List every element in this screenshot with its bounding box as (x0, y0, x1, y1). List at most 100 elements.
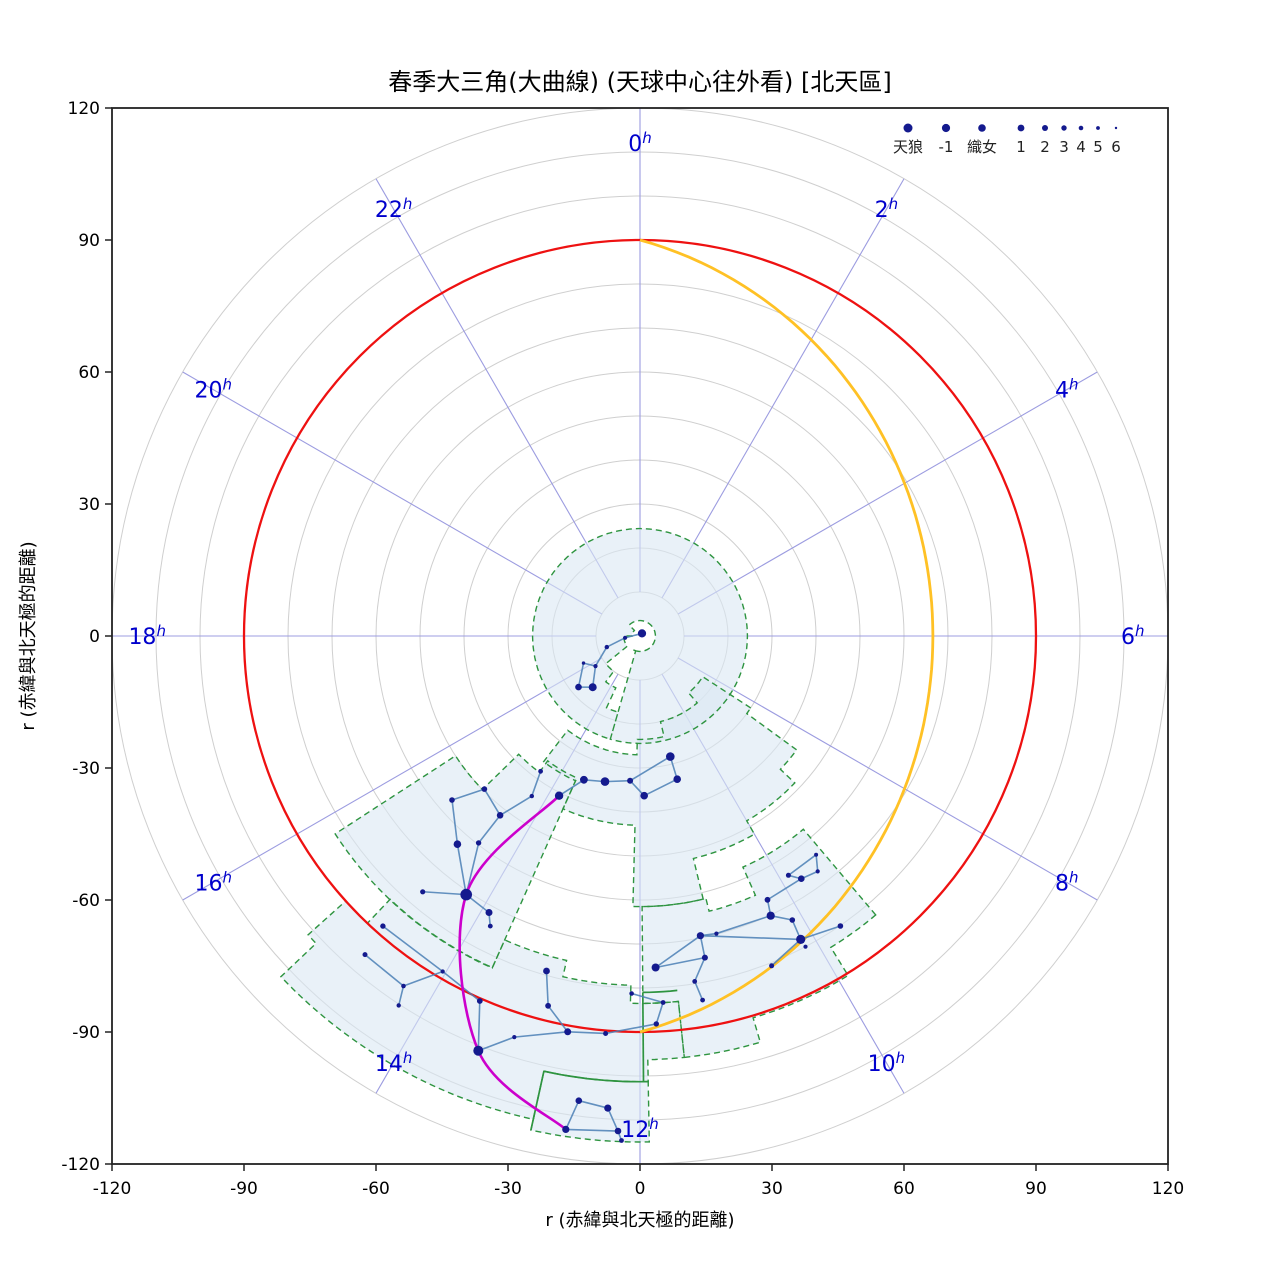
star-UMa-meg (627, 778, 633, 784)
star-Leo-gam (767, 912, 775, 920)
legend-dot-5 (1061, 125, 1066, 130)
star-Leo-sig (700, 998, 705, 1003)
star-Leo-iot (692, 979, 697, 984)
star-Vir-mu (363, 952, 368, 957)
star-Boo-eta (486, 909, 493, 916)
star-Boo-rho (476, 840, 481, 845)
x-tick-label: 60 (893, 1179, 915, 1199)
solid-border-0 (643, 992, 644, 1081)
x-tick-label: 0 (635, 1179, 646, 1199)
x-tick-label: -60 (362, 1179, 390, 1199)
star-Boo-arc (460, 889, 472, 901)
star-Leo-reg (796, 935, 805, 944)
star-Leo-s31 (803, 945, 807, 949)
star-Boo-eps (454, 840, 462, 848)
star-UMa-ali (601, 777, 610, 786)
y-tick-label: -90 (72, 1023, 100, 1043)
y-tick-label: -60 (72, 891, 100, 911)
legend-label-0: 天狼 (893, 138, 923, 156)
star-Vir-v109 (380, 923, 385, 928)
star-Vir-iot (401, 984, 406, 989)
legend-label-6: 4 (1076, 138, 1086, 156)
star-Boo-bet (482, 786, 488, 792)
star-Vir-spi (473, 1046, 483, 1056)
star-UMi-eps (605, 645, 609, 649)
star-Vir-kap (397, 1003, 401, 1007)
legend-label-5: 3 (1059, 138, 1069, 156)
star-Leo-eps (798, 875, 805, 882)
star-Boo-ups (488, 924, 493, 929)
star-Vir-tau (441, 969, 445, 973)
star-UMi-zet (593, 664, 597, 668)
star-Leo-omi (838, 923, 844, 929)
y-tick-label: 120 (68, 99, 100, 119)
star-UMa-miz (580, 776, 588, 784)
legend-dot-2 (978, 124, 986, 132)
star-Boo-lam (530, 794, 534, 798)
star-Leo-bet (652, 964, 660, 972)
x-tick-label: 90 (1025, 1179, 1047, 1199)
legend-dot-4 (1042, 125, 1048, 131)
star-UMi-bet (589, 683, 597, 691)
legend-dot-6 (1079, 126, 1084, 131)
star-Vir-eps (543, 968, 550, 975)
legend-label-1: -1 (939, 138, 954, 156)
star-Vir-del (545, 1003, 551, 1009)
legend-dot-3 (1018, 125, 1025, 132)
star-UMi-del (623, 636, 627, 640)
star-Vir-omi (629, 991, 634, 996)
legend-label-4: 2 (1040, 138, 1050, 156)
chart-title: 春季大三角(大曲線) (天球中心往外看) [北天區] (388, 68, 891, 96)
star-UMa-alk (555, 792, 563, 800)
star-Vir-bet (654, 1021, 659, 1026)
legend-dot-7 (1096, 126, 1100, 130)
star-UMa-phe (640, 792, 648, 800)
x-tick-label: 30 (761, 1179, 783, 1199)
x-tick-label: -30 (494, 1179, 522, 1199)
x-axis-label: r (赤緯與北天極的距離) (545, 1210, 734, 1231)
y-tick-label: -120 (61, 1155, 100, 1175)
star-UMi-gam (575, 684, 582, 691)
legend-dot-8 (1115, 127, 1117, 129)
legend-label-2: 織女 (967, 138, 997, 156)
star-Crv-gam (604, 1105, 611, 1112)
y-axis-label: r (赤緯與北天極的距離) (18, 541, 39, 730)
y-tick-label: -30 (72, 759, 100, 779)
star-Leo-rho (769, 963, 774, 968)
star-UMa-mer (673, 775, 681, 783)
legend-label-7: 5 (1093, 138, 1103, 156)
x-tick-label: -90 (230, 1179, 258, 1199)
star-Boo-the (538, 769, 543, 774)
star-UMi-alp (638, 629, 646, 637)
star-Vir-the (512, 1035, 516, 1039)
star-Vir-zet (477, 998, 483, 1004)
legend-label-8: 6 (1111, 138, 1121, 156)
y-tick-label: 90 (78, 231, 100, 251)
star-Vir-nu (661, 1000, 666, 1005)
legend-dot-1 (942, 124, 950, 132)
star-Leo-the (702, 955, 708, 961)
star-Boo-del (449, 797, 455, 803)
star-UMi-eta (582, 661, 585, 664)
x-tick-label: -120 (93, 1179, 132, 1199)
star-Boo-zet (420, 889, 425, 894)
star-Leo-lam (816, 869, 820, 873)
y-tick-label: 0 (89, 627, 100, 647)
star-Leo-s60 (714, 932, 718, 936)
y-tick-label: 60 (78, 363, 100, 383)
star-Leo-kap (814, 853, 818, 857)
star-UMa-dub (666, 752, 675, 761)
star-Leo-zet (765, 897, 771, 903)
y-tick-label: 30 (78, 495, 100, 515)
legend-label-3: 1 (1016, 138, 1026, 156)
star-Crv-bet (562, 1126, 569, 1133)
x-tick-label: 120 (1152, 1179, 1184, 1199)
star-Boo-gam (497, 812, 504, 819)
star-Vir-gam (564, 1028, 571, 1035)
star-Leo-mu (786, 873, 791, 878)
star-Vir-eta (603, 1031, 608, 1036)
star-Leo-eta (790, 917, 796, 923)
legend-dot-0 (904, 124, 913, 133)
